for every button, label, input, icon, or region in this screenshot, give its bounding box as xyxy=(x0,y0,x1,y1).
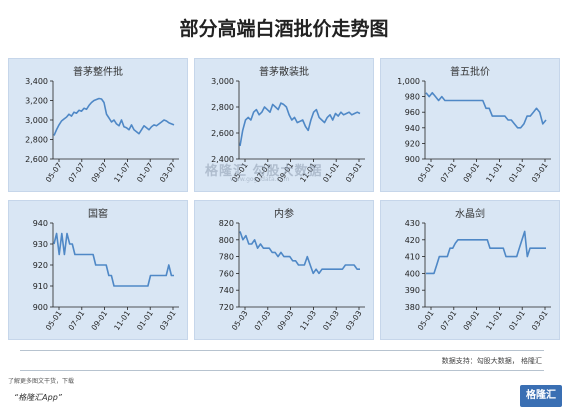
x-tick-label: 07-07 xyxy=(67,161,87,184)
chart-panel-1: 普茅整件批 2,600 2,800 3,000 3,200 3,400 05-07 07-0… xyxy=(8,58,188,192)
chart-panel-5: 内参 720 740 760 780 800 820 05-03 07-03 09-03 11-0… xyxy=(194,200,374,340)
series-line xyxy=(426,230,546,275)
x-tick-label: 03-01 xyxy=(158,309,178,332)
y-tick-label: 960 xyxy=(405,108,420,117)
y-tick-label: 760 xyxy=(219,269,234,278)
y-tick-label: 780 xyxy=(219,253,234,262)
x-tick-label: 01-03 xyxy=(321,309,341,332)
x-tick-label: 09-03 xyxy=(275,309,295,332)
chart-title: 普茅整件批 xyxy=(73,67,123,78)
x-tick-label: 03-03 xyxy=(344,309,364,332)
chart-title: 水晶剑 xyxy=(455,209,485,220)
x-tick-label: 05-07 xyxy=(44,161,64,184)
chart-title: 国窖 xyxy=(88,209,108,220)
y-tick-label: 380 xyxy=(405,303,420,312)
x-tick-label: 09-01 xyxy=(89,309,109,332)
y-tick-label: 400 xyxy=(405,269,420,278)
page-title: 部分高端白酒批价走势图 xyxy=(179,18,389,40)
y-tick-label: 720 xyxy=(219,303,234,312)
chart-svg: 720 740 760 780 800 820 05-03 07-03 09-03 11-03 01… xyxy=(219,219,365,332)
y-tick-label: 900 xyxy=(405,155,420,164)
y-tick-label: 420 xyxy=(405,236,420,245)
x-tick-label: 01-07 xyxy=(135,161,155,184)
y-tick-label: 2,600 xyxy=(25,155,48,164)
y-tick-label: 900 xyxy=(33,303,48,312)
x-tick-label: 11-03 xyxy=(298,309,318,332)
watermark-url: www.gogudata.com xyxy=(230,176,290,183)
y-tick-label: 920 xyxy=(405,139,420,148)
x-tick-label: 09-01 xyxy=(461,309,481,332)
x-tick-label: 01-01 xyxy=(321,161,341,184)
x-tick-label: 11-01 xyxy=(112,309,132,332)
x-tick-label: 07-01 xyxy=(439,161,459,184)
y-tick-label: 940 xyxy=(33,219,48,228)
series-line xyxy=(53,232,174,287)
y-tick-label: 740 xyxy=(219,286,234,295)
chart-svg: 380 390 400 410 420 430 05-01 07-01 09-01 11-01 01… xyxy=(405,219,551,332)
y-tick-label: 1,000 xyxy=(397,77,420,86)
watermark: 格隆汇 勾股大数据 xyxy=(205,164,323,179)
series-line xyxy=(239,231,360,275)
y-tick-label: 980 xyxy=(405,93,420,102)
chart-svg: 900 910 920 930 940 05-01 07-01 09-01 11-01 01-01… xyxy=(33,219,179,332)
x-tick-label: 05-03 xyxy=(230,309,250,332)
chart-title: 普五批价 xyxy=(450,67,490,78)
series-line xyxy=(239,102,361,147)
x-tick-label: 05-01 xyxy=(416,309,436,332)
y-tick-label: 2,600 xyxy=(211,129,234,138)
y-tick-label: 930 xyxy=(33,240,48,249)
x-tick-label: 11-01 xyxy=(484,309,504,332)
x-tick-label: 11-01 xyxy=(484,161,504,184)
x-tick-label: 07-01 xyxy=(67,309,87,332)
y-tick-label: 800 xyxy=(219,236,234,245)
x-tick-label: 09-07 xyxy=(89,161,109,184)
y-tick-label: 920 xyxy=(33,261,48,270)
y-tick-label: 910 xyxy=(33,282,48,291)
y-tick-label: 940 xyxy=(405,124,420,133)
x-tick-label: 01-01 xyxy=(507,161,527,184)
chart-panel-3: 普五批价 900 920 940 960 980 1,000 05-01 07-01 09-01… xyxy=(380,58,560,192)
chart-title: 内参 xyxy=(274,209,294,220)
source-text: 数据支持：勾股大数据， 格隆汇 xyxy=(441,357,542,365)
divider xyxy=(20,350,544,351)
chart-svg: 900 920 940 960 980 1,000 05-01 07-01 09-01 11-01… xyxy=(397,77,551,184)
x-tick-label: 03-01 xyxy=(344,161,364,184)
y-tick-label: 2,400 xyxy=(211,155,234,164)
x-tick-label: 05-01 xyxy=(416,161,436,184)
x-tick-label: 03-07 xyxy=(158,161,178,184)
series-line xyxy=(425,91,547,129)
x-tick-label: 01-01 xyxy=(507,309,527,332)
y-tick-label: 430 xyxy=(405,219,420,228)
x-tick-label: 07-01 xyxy=(439,309,459,332)
y-tick-label: 2,800 xyxy=(211,103,234,112)
series-line xyxy=(53,97,175,136)
y-tick-label: 3,000 xyxy=(25,116,48,125)
y-tick-label: 2,800 xyxy=(25,136,48,145)
chart-panel-4: 国窖 900 910 920 930 940 05-01 07-01 09-01 11-01 01… xyxy=(8,200,188,340)
y-tick-label: 820 xyxy=(219,219,234,228)
chart-title: 普茅散装批 xyxy=(259,67,309,78)
x-tick-label: 09-01 xyxy=(461,161,481,184)
x-tick-label: 03-01 xyxy=(530,161,550,184)
chart-panel-2: 普茅散装批 2,400 2,600 2,800 3,000 05-01 07-01 09-0… xyxy=(194,58,374,192)
x-tick-label: 05-01 xyxy=(44,309,64,332)
x-tick-label: 07-03 xyxy=(253,309,273,332)
x-tick-label: 11-07 xyxy=(112,161,132,184)
chart-svg: 2,600 2,800 3,000 3,200 3,400 05-07 07-07 09-07… xyxy=(25,77,179,184)
y-tick-label: 3,200 xyxy=(25,97,48,106)
app-label: “格隆汇App” xyxy=(14,393,62,402)
brand-logo: 格隆汇 xyxy=(520,385,562,407)
y-tick-label: 390 xyxy=(405,286,420,295)
chart-panel-6: 水晶剑 380 390 400 410 420 430 05-01 07-01 09-01 11-… xyxy=(380,200,560,340)
y-tick-label: 3,000 xyxy=(211,77,234,86)
divider xyxy=(20,370,544,371)
x-tick-label: 01-01 xyxy=(135,309,155,332)
y-tick-label: 410 xyxy=(405,253,420,262)
footer-note: 了解更多图文干货，下载 xyxy=(8,378,75,385)
y-tick-label: 3,400 xyxy=(25,77,48,86)
x-tick-label: 03-01 xyxy=(530,309,550,332)
